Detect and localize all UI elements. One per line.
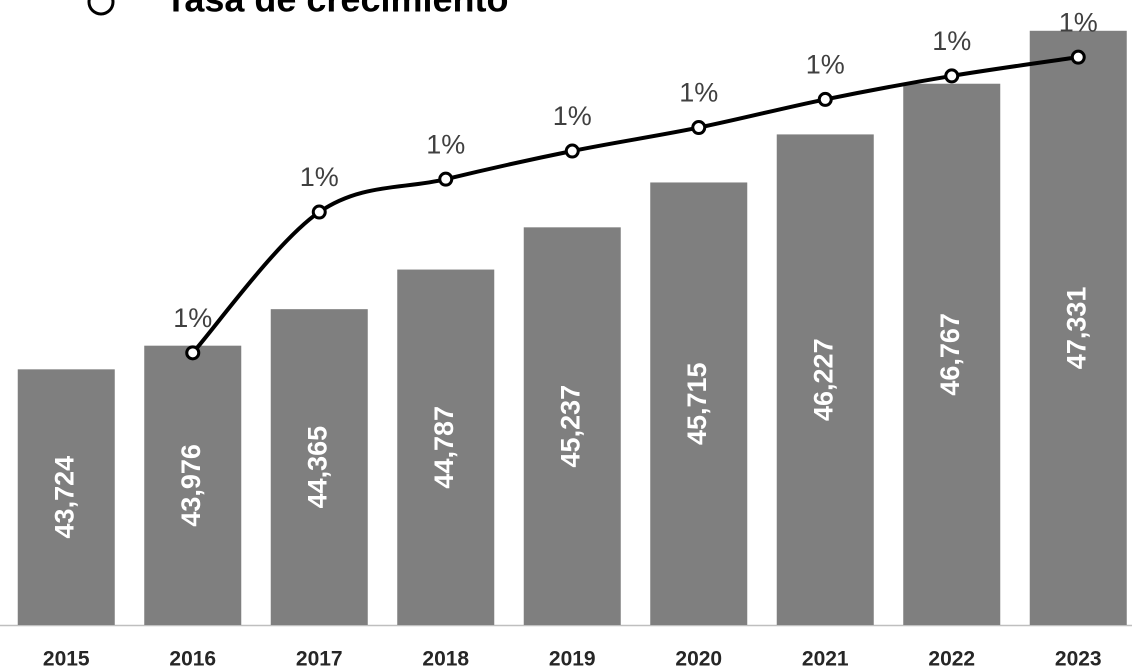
x-tick-label: 2021 — [802, 648, 849, 670]
bar-value-label: 46,227 — [808, 338, 838, 421]
line-value-label: 1% — [806, 50, 845, 80]
bar-value-label: 44,787 — [429, 406, 459, 489]
bar-value-label: 44,365 — [302, 426, 332, 509]
line-value-label: 1% — [1059, 7, 1098, 37]
line-value-label: 1% — [173, 303, 212, 333]
line-value-label: 1% — [679, 78, 718, 108]
x-tick-label: 2018 — [422, 648, 469, 670]
bar-value-label: 45,237 — [555, 385, 585, 468]
x-tick-label: 2016 — [169, 648, 216, 670]
line-marker — [185, 345, 201, 361]
line-marker — [311, 204, 327, 220]
line-marker — [817, 91, 833, 107]
bar — [397, 269, 495, 625]
bar — [144, 345, 242, 625]
line-marker — [944, 68, 960, 84]
bar — [650, 182, 748, 626]
x-tick-label: 2023 — [1055, 648, 1102, 670]
line-value-label: 1% — [932, 26, 971, 56]
line-marker — [438, 171, 454, 187]
x-tick-label: 2019 — [549, 648, 596, 670]
line-value-label: 1% — [300, 162, 339, 192]
line-value-label: 1% — [426, 129, 465, 159]
legend-label: Tasa de crecimiento — [165, 0, 508, 20]
bar — [17, 369, 115, 625]
line-marker — [564, 143, 580, 159]
bar — [523, 227, 621, 626]
bar-value-label: 43,724 — [49, 456, 79, 539]
line-marker — [1070, 49, 1086, 65]
x-tick-label: 2015 — [43, 648, 90, 670]
x-tick-label: 2017 — [296, 648, 343, 670]
line-value-label: 1% — [553, 101, 592, 131]
bar-value-label: 45,715 — [682, 362, 712, 445]
legend-marker — [87, 0, 115, 16]
bar-value-label: 46,767 — [935, 313, 965, 396]
x-tick-label: 2020 — [675, 648, 722, 670]
bar-value-label: 47,331 — [1061, 287, 1091, 370]
bar-value-label: 43,976 — [176, 444, 206, 527]
x-tick-label: 2022 — [928, 648, 975, 670]
bar — [270, 309, 368, 625]
bar — [776, 134, 874, 626]
line-marker — [691, 120, 707, 136]
bar — [1029, 30, 1127, 626]
bar — [903, 83, 1001, 626]
